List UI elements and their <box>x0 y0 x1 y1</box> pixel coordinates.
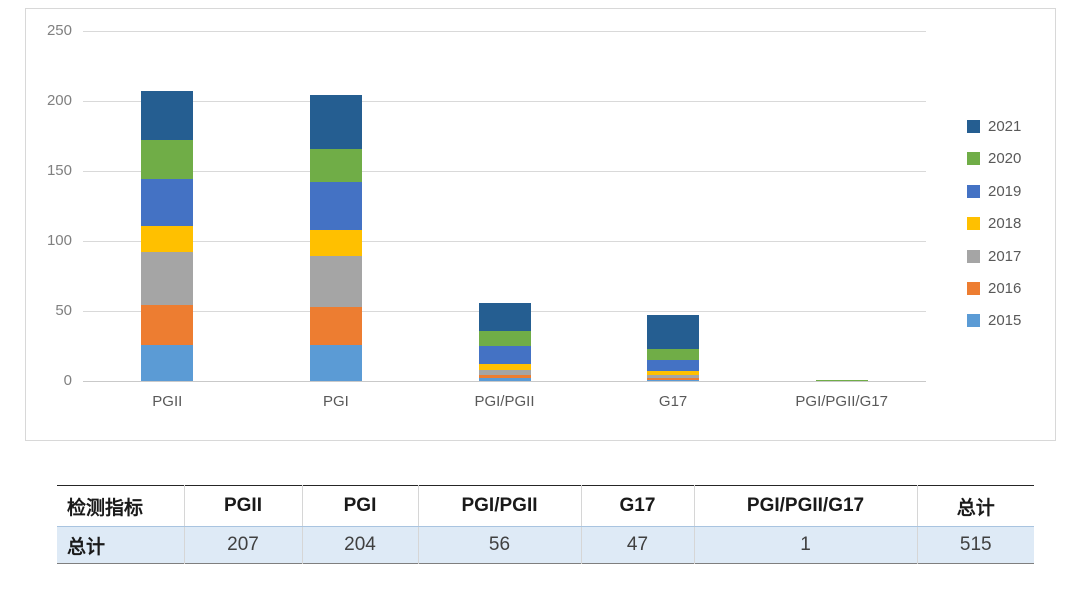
bar-segment-PGI/PGII/G17-2020[interactable] <box>815 379 868 381</box>
bar-segment-PGI/PGII-2019[interactable] <box>478 346 531 365</box>
header-cell-2[interactable]: PGI <box>301 485 418 527</box>
bar-segment-PGII-2015[interactable] <box>141 344 194 381</box>
legend-swatch-2016 <box>967 282 980 295</box>
bar-segment-PGI-2021[interactable] <box>309 95 362 149</box>
header-cell-5[interactable]: PGI/PGII/G17 <box>693 485 917 527</box>
y-tick-label: 250 <box>46 22 72 39</box>
legend-swatch-2020 <box>967 152 980 166</box>
bar-segment-G17-2020[interactable] <box>647 348 700 360</box>
bar-segment-PGI-2015[interactable] <box>309 344 362 381</box>
data-cell-4[interactable]: 47 <box>580 526 694 564</box>
legend-item-2021[interactable]: 2021 <box>967 117 1021 137</box>
gridline-100 <box>83 241 926 242</box>
data-cell-5[interactable]: 1 <box>693 526 917 564</box>
gridline-150 <box>83 171 926 172</box>
legend-swatch-2015 <box>967 314 980 328</box>
data-cell-0[interactable]: 总计 <box>67 536 106 558</box>
legend-label-2020: 2020 <box>988 150 1022 168</box>
category-label-PGI/PGII/G17: PGI/PGII/G17 <box>795 393 888 410</box>
gridline-250 <box>83 31 926 32</box>
bar-segment-PGI/PGII-2017[interactable] <box>478 369 531 376</box>
legend-item-2017[interactable]: 2017 <box>967 246 1021 266</box>
legend-item-2015[interactable]: 2015 <box>967 311 1021 331</box>
data-cell-1[interactable]: 207 <box>183 526 302 564</box>
legend-swatch-2021 <box>967 120 980 133</box>
legend-swatch-2017 <box>967 249 980 263</box>
data-cell-3[interactable]: 56 <box>417 526 581 564</box>
legend-label-2019: 2019 <box>988 182 1022 200</box>
bar-segment-G17-2021[interactable] <box>647 315 700 349</box>
y-tick-label: 200 <box>46 92 72 109</box>
y-tick-label: 50 <box>55 302 72 319</box>
bar-segment-PGI/PGII-2016[interactable] <box>478 375 531 379</box>
data-cell-2[interactable]: 204 <box>301 526 418 564</box>
legend-label-2016: 2016 <box>988 280 1022 297</box>
category-label-PGII: PGII <box>152 393 183 410</box>
bar-segment-PGII-2019[interactable] <box>141 179 194 226</box>
bar-segment-PGI/PGII-2021[interactable] <box>478 302 531 331</box>
header-cell-4[interactable]: G17 <box>580 485 694 527</box>
y-tick-label: 150 <box>46 162 72 179</box>
header-cell-1[interactable]: PGII <box>183 485 302 527</box>
bar-segment-PGII-2020[interactable] <box>141 140 194 180</box>
summary-table: 检测指标 PGII PGI PGI/PGII G17 PGI/PGII/G17 总计 总计 20… <box>57 485 1034 564</box>
header-cell-0[interactable]: 检测指标 <box>57 485 184 527</box>
legend-swatch-2019 <box>967 184 980 198</box>
y-tick-label: 0 <box>63 372 72 389</box>
bar-segment-PGI-2020[interactable] <box>309 148 362 183</box>
legend-swatch-2018 <box>967 217 980 231</box>
bar-segment-G17-2018[interactable] <box>647 371 700 376</box>
legend-label-2017: 2017 <box>988 247 1022 265</box>
gridline-200 <box>83 101 926 102</box>
bar-segment-PGII-2021[interactable] <box>141 91 194 141</box>
bar-segment-PGI-2017[interactable] <box>309 256 362 307</box>
data-cell-6[interactable]: 515 <box>916 526 1034 564</box>
bar-segment-PGI-2016[interactable] <box>309 306 362 345</box>
chart-panel: 0 50 100 150 200 250 PGII PGI PGI/PGII G17 PGI/PG… <box>25 8 1056 441</box>
bar-segment-PGI/PGII-2018[interactable] <box>478 364 531 370</box>
legend-item-2020[interactable]: 2020 <box>967 149 1021 169</box>
bar-segment-PGII-2016[interactable] <box>141 305 194 345</box>
legend-item-2016[interactable]: 2016 <box>967 279 1021 299</box>
bar-segment-G17-2016[interactable] <box>647 378 700 380</box>
legend-item-2018[interactable]: 2018 <box>967 214 1021 234</box>
y-tick-label: 100 <box>46 232 72 249</box>
bar-segment-G17-2017[interactable] <box>647 375 700 379</box>
bar-segment-PGI/PGII-2015[interactable] <box>478 378 531 381</box>
bar-segment-PGI-2018[interactable] <box>309 229 362 257</box>
bar-segment-PGI/PGII-2020[interactable] <box>478 330 531 346</box>
header-cell-6[interactable]: 总计 <box>916 485 1034 527</box>
legend-label-2021: 2021 <box>988 118 1022 135</box>
table-header-row: 检测指标 PGII PGI PGI/PGII G17 PGI/PGII/G17 总计 <box>57 485 1034 527</box>
bar-segment-PGI-2019[interactable] <box>309 182 362 230</box>
legend-label-2015: 2015 <box>988 312 1022 330</box>
category-label-G17: G17 <box>658 393 688 410</box>
bar-segment-PGII-2017[interactable] <box>141 252 194 306</box>
legend-item-2019[interactable]: 2019 <box>967 181 1021 201</box>
bar-segment-G17-2019[interactable] <box>647 360 700 372</box>
table-row: 总计 207 204 56 47 1 515 <box>57 526 1034 564</box>
category-label-PGI: PGI <box>322 393 349 410</box>
bar-segment-G17-2015[interactable] <box>647 379 700 381</box>
legend-label-2018: 2018 <box>988 215 1022 233</box>
category-label-PGI/PGII: PGI/PGII <box>474 393 535 410</box>
header-cell-3[interactable]: PGI/PGII <box>417 485 581 527</box>
bar-segment-PGII-2018[interactable] <box>141 225 194 253</box>
gridline-0 <box>83 381 926 382</box>
